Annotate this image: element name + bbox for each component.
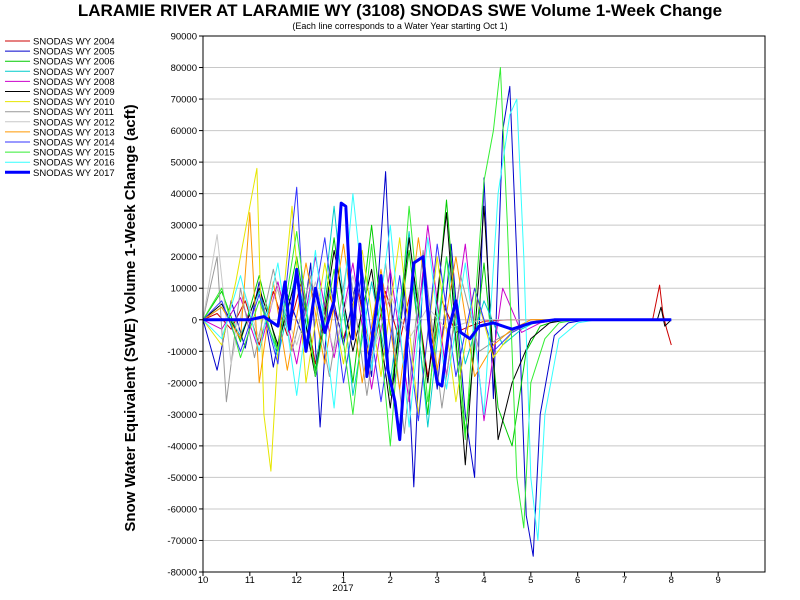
series-line-wy2015: [202, 67, 672, 529]
y-tick-label: 60000: [171, 126, 197, 137]
y-tick-label: -70000: [167, 536, 197, 547]
legend-label: SNODAS WY 2017: [33, 168, 115, 179]
legend-label: SNODAS WY 2005: [33, 47, 115, 58]
legend-label: SNODAS WY 2014: [33, 138, 115, 149]
x-axis-ticks: 10 11 12 1 2 3 4 5 6 7 8 9: [198, 572, 721, 586]
legend-label: SNODAS WY 2013: [33, 127, 115, 138]
x-tick-label: 10: [198, 575, 209, 586]
y-tick-label: 30000: [171, 221, 197, 232]
x-tick-label: 5: [528, 575, 533, 586]
legend-label: SNODAS WY 2008: [33, 77, 115, 88]
y-tick-label: -20000: [167, 378, 197, 389]
x-tick-label: 1: [341, 575, 346, 586]
y-tick-label: -40000: [167, 441, 197, 452]
y-tick-label: -80000: [167, 568, 197, 579]
y-tick-label: 80000: [171, 63, 197, 74]
legend-label: SNODAS WY 2006: [33, 57, 115, 68]
series-line-wy2013: [202, 212, 672, 390]
y-tick-label: 0: [192, 315, 197, 326]
x-tick-label: 2: [388, 575, 393, 586]
chart-subtitle: (Each line corresponds to a Water Year s…: [292, 21, 507, 31]
y-tick-label: 20000: [171, 252, 197, 263]
x-year-label: 2017: [332, 583, 353, 594]
legend-label: SNODAS WY 2016: [33, 158, 115, 169]
x-tick-label: 9: [716, 575, 721, 586]
series-line-wy2017: [203, 201, 672, 442]
x-tick-label: 12: [291, 575, 302, 586]
legend-label: SNODAS WY 2015: [33, 148, 115, 159]
y-tick-label: 70000: [171, 95, 197, 106]
y-tick-label: 40000: [171, 189, 197, 200]
chart-title: LARAMIE RIVER AT LARAMIE WY (3108) SNODA…: [78, 1, 722, 20]
x-tick-label: 3: [435, 575, 440, 586]
series-line-wy2010: [202, 167, 672, 472]
y-tick-label: 50000: [171, 158, 197, 169]
legend-label: SNODAS WY 2007: [33, 67, 115, 78]
y-tick-label: -50000: [167, 473, 197, 484]
series-lines: [202, 67, 672, 557]
y-tick-label: -60000: [167, 504, 197, 515]
legend-label: SNODAS WY 2012: [33, 117, 115, 128]
series-line-wy2016: [202, 98, 672, 541]
legend-label: SNODAS WY 2011: [33, 107, 114, 118]
x-tick-label: 11: [245, 575, 255, 586]
y-tick-label: 90000: [171, 32, 197, 43]
y-tick-label: -10000: [167, 347, 197, 358]
x-tick-label: 6: [575, 575, 580, 586]
series-line-wy2011: [202, 249, 672, 434]
legend-label: SNODAS WY 2010: [33, 97, 115, 108]
y-axis-ticks: 90000 80000 70000 60000 50000 40000 30000 20000…: [167, 32, 203, 579]
series-line-wy2008: [202, 224, 672, 422]
x-tick-label: 4: [481, 575, 486, 586]
legend-label: SNODAS WY 2004: [33, 37, 115, 48]
y-tick-label: 10000: [171, 284, 197, 295]
x-tick-label: 7: [622, 575, 627, 586]
y-axis-label: Snow Water Equivalent (SWE) Volume 1-Wee…: [122, 104, 139, 531]
x-tick-label: 8: [669, 575, 674, 586]
y-tick-label: -30000: [167, 410, 197, 421]
legend-label: SNODAS WY 2009: [33, 87, 115, 98]
